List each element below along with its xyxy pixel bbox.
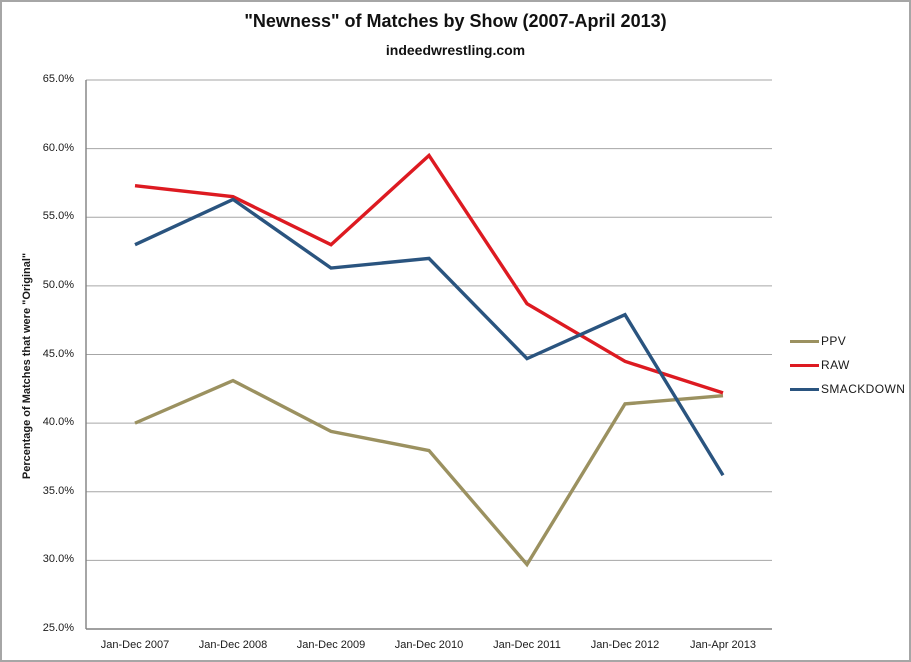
y-tick-label: 45.0% bbox=[42, 347, 74, 360]
y-tick-label: 60.0% bbox=[42, 141, 74, 154]
legend-label: SMACKDOWN bbox=[821, 382, 906, 396]
y-tick-label: 30.0% bbox=[42, 553, 74, 566]
legend-item-ppv: PPV bbox=[790, 329, 905, 353]
x-tick-label: Jan-Dec 2008 bbox=[198, 639, 268, 651]
chart-subtitle: indeedwrestling.com bbox=[385, 42, 526, 58]
x-tick-label: Jan-Dec 2010 bbox=[394, 639, 464, 651]
series-line-smackdown bbox=[134, 197, 725, 477]
y-tick-label: 50.0% bbox=[42, 278, 74, 291]
legend-item-raw: RAW bbox=[790, 353, 905, 377]
chart-title: "Newness" of Matches by Show (2007-April… bbox=[244, 11, 667, 31]
x-tick-label: Jan-Dec 2011 bbox=[493, 639, 561, 651]
legend-item-smackdown: SMACKDOWN bbox=[790, 377, 905, 401]
x-tick-label: Jan-Dec 2007 bbox=[100, 639, 170, 651]
x-tick-label: Jan-Dec 2009 bbox=[296, 639, 366, 651]
x-tick-label: Jan-Apr 2013 bbox=[689, 639, 757, 651]
series-line-raw bbox=[134, 152, 724, 395]
y-tick-label: 35.0% bbox=[42, 484, 74, 497]
y-tick-label: 25.0% bbox=[42, 622, 74, 634]
y-tick-label: 55.0% bbox=[42, 210, 74, 223]
y-tick-label: 40.0% bbox=[42, 416, 74, 429]
legend: PPV RAW SMACKDOWN bbox=[790, 329, 905, 401]
legend-swatch bbox=[790, 387, 819, 391]
legend-swatch bbox=[790, 339, 819, 343]
y-tick-label: 65.0% bbox=[42, 73, 74, 85]
legend-label: PPV bbox=[821, 334, 847, 348]
series-line-ppv bbox=[134, 378, 724, 568]
x-tick-label: Jan-Dec 2012 bbox=[590, 639, 660, 651]
legend-swatch bbox=[790, 363, 819, 367]
legend-label: RAW bbox=[821, 358, 850, 372]
